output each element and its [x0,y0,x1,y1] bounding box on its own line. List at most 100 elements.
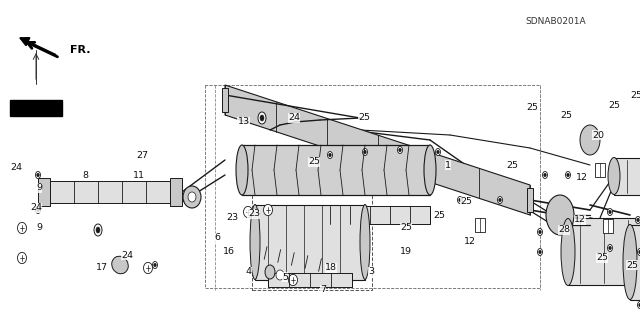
Ellipse shape [289,274,298,286]
Text: 12: 12 [464,238,476,247]
Ellipse shape [397,146,403,153]
Bar [475,218,485,232]
Text: 25: 25 [608,100,620,109]
Polygon shape [255,205,365,280]
Bar [252,195,372,290]
Ellipse shape [546,195,574,235]
Ellipse shape [329,153,332,157]
Text: 8: 8 [82,170,88,180]
Ellipse shape [328,152,333,159]
Ellipse shape [499,198,501,202]
Ellipse shape [35,206,40,213]
Ellipse shape [637,249,640,256]
Text: 16: 16 [223,248,235,256]
Ellipse shape [188,192,196,202]
Ellipse shape [538,249,543,256]
Text: 12: 12 [574,216,586,225]
Ellipse shape [35,172,40,179]
Text: 4: 4 [246,268,252,277]
Text: 19: 19 [400,248,412,256]
Polygon shape [242,145,430,195]
Text: 23: 23 [226,213,238,222]
Ellipse shape [561,219,575,286]
Ellipse shape [639,250,640,254]
Ellipse shape [265,265,275,279]
Text: 25: 25 [358,114,370,122]
Text: 11: 11 [133,170,145,180]
Text: FR.: FR. [70,45,90,55]
Ellipse shape [112,256,128,274]
Ellipse shape [250,204,260,279]
Ellipse shape [364,150,366,154]
Ellipse shape [459,198,461,202]
Text: 28: 28 [558,226,570,234]
Ellipse shape [639,303,640,307]
Text: 25: 25 [526,103,538,113]
Ellipse shape [17,252,26,263]
Text: 13: 13 [238,117,250,127]
Ellipse shape [609,210,611,214]
Bar [603,219,613,233]
Text: 25: 25 [308,158,320,167]
Text: 25: 25 [460,197,472,206]
Ellipse shape [636,217,640,224]
Ellipse shape [623,225,637,300]
Text: 25: 25 [506,160,518,169]
Text: 25: 25 [560,110,572,120]
Ellipse shape [152,262,157,269]
Ellipse shape [637,218,639,222]
Ellipse shape [539,230,541,234]
Text: 25: 25 [400,224,412,233]
Polygon shape [614,158,640,195]
Ellipse shape [567,173,569,177]
Ellipse shape [260,115,264,121]
Text: 25: 25 [433,211,445,219]
Ellipse shape [608,158,620,195]
Ellipse shape [17,222,26,234]
Polygon shape [527,188,533,212]
Bar [595,163,605,177]
Text: 24: 24 [30,204,42,212]
Ellipse shape [424,145,436,195]
Polygon shape [170,178,182,206]
Text: 6: 6 [214,234,220,242]
Text: 27: 27 [136,151,148,160]
Ellipse shape [435,149,440,155]
Ellipse shape [637,301,640,308]
Ellipse shape [264,204,273,216]
Bar [10,100,62,116]
Text: 12: 12 [576,174,588,182]
Ellipse shape [243,206,253,218]
Ellipse shape [436,150,439,154]
Ellipse shape [538,228,543,235]
Polygon shape [268,273,352,287]
Polygon shape [330,206,430,224]
Text: 1: 1 [445,160,451,169]
Text: 25: 25 [596,254,608,263]
Text: E-4-1: E-4-1 [23,87,49,97]
Text: 17: 17 [96,263,108,272]
Text: 23: 23 [248,210,260,219]
Text: 25: 25 [626,261,638,270]
Text: 25: 25 [630,91,640,100]
Ellipse shape [609,246,611,250]
Ellipse shape [94,224,102,236]
Ellipse shape [580,125,600,155]
Text: 24: 24 [10,164,22,173]
Ellipse shape [539,250,541,254]
Ellipse shape [399,148,401,152]
Text: 20: 20 [592,130,604,139]
Ellipse shape [154,263,156,267]
Ellipse shape [183,186,201,208]
Ellipse shape [258,112,266,124]
Text: 24: 24 [288,114,300,122]
Ellipse shape [36,208,39,212]
Polygon shape [50,181,170,203]
Ellipse shape [96,227,100,233]
Ellipse shape [236,145,248,195]
Text: 5: 5 [282,272,288,281]
Ellipse shape [362,149,367,155]
Polygon shape [251,244,321,271]
Polygon shape [222,88,228,112]
Ellipse shape [566,172,570,179]
